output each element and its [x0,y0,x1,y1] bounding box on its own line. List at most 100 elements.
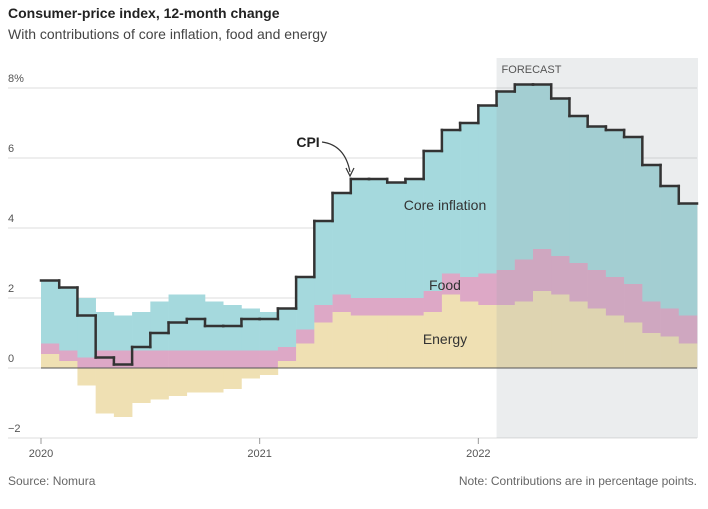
area-segment [387,182,406,298]
y-tick-label: 6 [8,143,14,155]
area-segment [132,350,151,368]
area-segment [387,315,406,368]
area-segment [259,312,279,351]
area-segment [624,284,643,323]
area-segment [168,350,188,368]
area-segment [642,301,661,333]
area-segment [660,186,680,309]
area-segment [77,357,96,368]
area-segment [387,298,406,316]
area-segment [41,343,60,354]
area-segment [533,84,552,249]
area-segment [132,368,151,403]
area-segment [277,308,297,347]
area-segment [660,336,680,368]
area-segment [569,116,588,263]
area-segment [350,298,370,316]
series-label: Food [429,277,461,293]
area-segment [441,294,461,368]
area-segment [314,322,333,368]
area-segment [496,305,516,368]
area-segment [186,368,206,393]
area-segment [95,368,115,414]
area-segment [77,368,96,386]
area-segment [460,301,479,368]
area-segment [186,350,206,368]
cpi-label: CPI [296,134,319,150]
area-segment [605,277,625,316]
y-tick-label: 2 [8,283,14,295]
area-segment [259,350,279,368]
source: Source: Nomura [8,474,96,488]
area-segment [423,312,443,368]
area-segment [441,273,461,295]
area-segment [460,277,479,302]
area-segment [296,343,315,368]
area-segment [223,350,242,368]
area-segment [551,294,570,368]
area-segment [605,315,625,368]
area-segment [642,165,661,302]
x-tick-label: 2021 [247,448,271,460]
area-segment [241,350,260,368]
area-segment [587,308,607,368]
area-segment [77,298,96,358]
area-segment [642,333,661,368]
area-segment [113,368,133,417]
area-segment [332,294,352,312]
area-segment [95,312,115,351]
area-segment [332,193,352,295]
area-segment [132,312,151,351]
area-segment [533,249,552,291]
area-segment [332,312,352,368]
area-segment [369,298,388,316]
area-segment [551,98,570,256]
area-segment [350,315,370,368]
area-segment [59,350,78,361]
area-segment [296,277,315,330]
area-segment [514,259,534,302]
note: Note: Contributions are in percentage po… [459,474,697,488]
area-segment [569,301,588,368]
area-segment [678,343,698,368]
area-segment [478,273,497,305]
area-segment [423,151,443,291]
area-segment [241,368,260,379]
area-segment [551,256,570,295]
area-segment [113,315,133,351]
area-segment [223,305,242,351]
y-tick-label: 0 [8,353,14,365]
area-segment [205,368,224,393]
area-segment [277,361,297,368]
area-segment [405,315,424,368]
area-segment [41,280,60,344]
area-segment [168,368,188,396]
area-segment [624,322,643,368]
area-segment [59,287,78,351]
chart-title: Consumer-price index, 12-month change [8,5,280,21]
area-segment [205,350,224,368]
forecast-shade [496,58,698,438]
area-segment [241,308,260,351]
area-segment [605,130,625,277]
y-tick-label: 4 [8,213,14,225]
area-segment [478,105,497,274]
area-segment [569,263,588,302]
area-segment [369,315,388,368]
area-segment [678,315,698,344]
area-segment [533,291,552,368]
area-segment [496,270,516,305]
area-segment [150,301,169,351]
area-segment [259,368,279,375]
area-segment [314,305,333,323]
area-segment [496,91,516,270]
area-segment [296,329,315,344]
area-segment [405,298,424,316]
area-segment [59,361,78,368]
area-segment [478,305,497,368]
area-segment [624,137,643,284]
area-segment [587,126,607,270]
x-tick-label: 2022 [466,448,490,460]
area-segment [223,368,242,389]
